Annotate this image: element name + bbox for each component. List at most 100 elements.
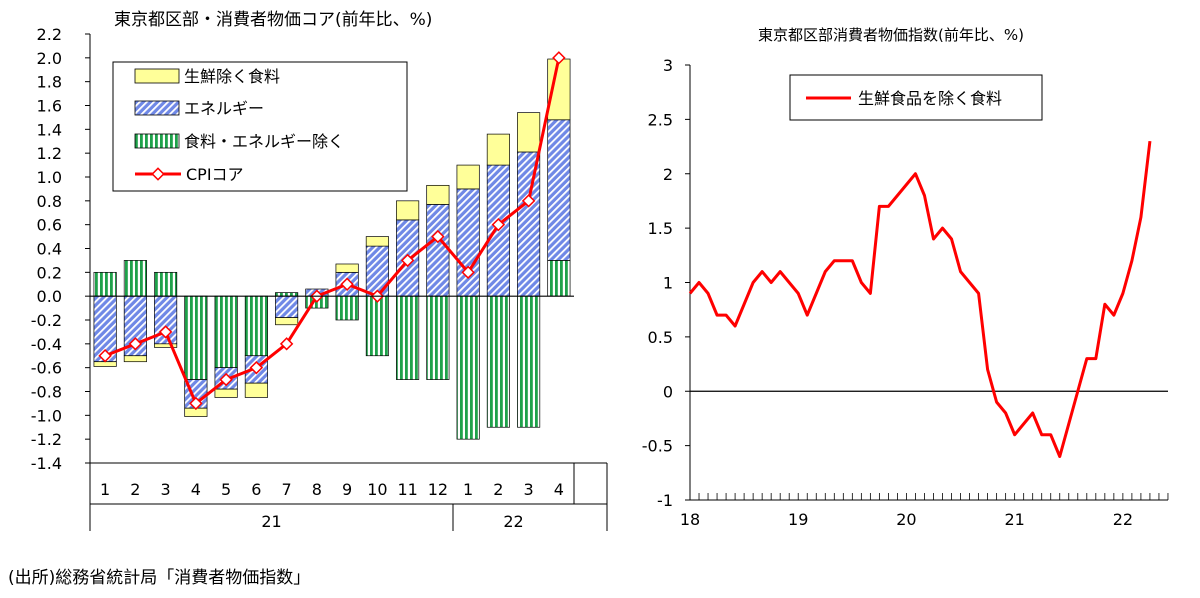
left-x-tick-label: 4 <box>554 480 564 499</box>
legend-label-cpi-core: CPIコア <box>186 165 244 184</box>
bar-energy-fill <box>547 119 571 261</box>
legend-label-energy: エネルギー <box>184 99 264 118</box>
left-x-tick-label: 2 <box>493 480 503 499</box>
bar-fresh-food <box>456 164 480 190</box>
bar-core-core_stripe <box>517 295 541 428</box>
left-y-tick-label: 2.0 <box>37 49 62 68</box>
cpi-core-point <box>279 337 294 351</box>
cpi-core-point <box>431 229 445 244</box>
legend-swatch-energy <box>134 100 180 116</box>
left-x-tick-label: 1 <box>100 480 110 499</box>
left-y-tick-label: -0.4 <box>31 335 62 354</box>
left-x-tick-label: 1 <box>463 480 473 499</box>
left-chart-title: 東京都区部・消費者物価コア(前年比、%) <box>114 10 432 30</box>
cpi-core-point <box>340 277 354 291</box>
cpi-core-point <box>158 325 173 339</box>
legend-swatch-core-core <box>134 133 180 149</box>
left-y-tick-label: 0.6 <box>37 216 62 235</box>
left-y-tick-label: 1.0 <box>37 168 62 187</box>
left-x-tick-label: 7 <box>282 480 292 499</box>
bar-energy-fill <box>275 295 299 318</box>
cpi-core-point <box>400 253 415 268</box>
cpi-core-line <box>104 57 561 405</box>
bar-energy-fill <box>517 151 541 297</box>
left-year-label: 22 <box>503 512 523 531</box>
left-y-tick-label: -1.0 <box>31 406 62 425</box>
bar-core-core_stripe <box>456 295 480 440</box>
left-x-tick-label: 8 <box>312 480 322 499</box>
left-x-tick-label: 11 <box>397 480 417 499</box>
food-ex-fresh-line <box>688 140 1152 458</box>
bar-core-core_stripe <box>93 271 117 297</box>
cpi-core-point <box>521 194 536 208</box>
cpi-core-point <box>461 265 475 280</box>
left-x-tick-label: 3 <box>161 480 171 499</box>
left-x-tick-label: 5 <box>221 480 231 499</box>
left-legend-box <box>112 61 408 192</box>
right-x-tick-label: 22 <box>1113 510 1133 529</box>
left-y-tick-label: -1.4 <box>31 454 62 473</box>
bar-fresh-food <box>486 133 510 166</box>
left-y-tick-label: 0.0 <box>37 287 62 306</box>
cpi-core-point <box>249 360 264 375</box>
left-x-tick-label: 12 <box>428 480 448 499</box>
bar-fresh-food <box>426 184 450 205</box>
left-y-tick-label: -0.6 <box>31 359 62 378</box>
legend-swatch-fresh-food <box>134 68 180 84</box>
right-y-tick-label: 3 <box>663 56 673 75</box>
left-x-tick-label: 2 <box>130 480 140 499</box>
left-x-tick-label: 10 <box>367 480 387 499</box>
bar-core-core_stripe <box>396 295 420 380</box>
right-chart-title: 東京都区部消費者物価指数(前年比、%) <box>758 26 1024 44</box>
right-legend-box <box>789 74 1043 121</box>
right-x-tick-label: 19 <box>788 510 808 529</box>
left-x-tick-label: 3 <box>524 480 534 499</box>
source-note: (出所)総務省統計局「消費者物価指数」 <box>8 568 311 588</box>
left-year-label: 21 <box>261 512 281 531</box>
right-y-tick-label: 2 <box>663 165 673 184</box>
bar-core-core_stripe <box>123 260 147 297</box>
bar-fresh-food <box>396 200 420 221</box>
legend-label-food-ex-fresh: 生鮮食品を除く食料 <box>858 89 1002 108</box>
right-y-tick-label: 0 <box>663 382 673 401</box>
left-y-tick-label: 1.8 <box>37 73 62 92</box>
right-x-tick-label: 21 <box>1004 510 1024 529</box>
bar-core-core_stripe <box>244 295 268 357</box>
right-x-tick-label: 20 <box>896 510 916 529</box>
right-y-tick-label: 0.5 <box>648 328 673 347</box>
cpi-core-point <box>219 372 233 387</box>
cpi-core-point <box>491 217 506 232</box>
left-y-tick-label: 1.2 <box>37 144 62 163</box>
left-x-tick-label: 4 <box>191 480 201 499</box>
left-x-tick-label: 6 <box>251 480 261 499</box>
bar-core-core_stripe <box>214 295 238 369</box>
bar-fresh-food <box>275 317 299 326</box>
left-y-tick-label: 0.8 <box>37 192 62 211</box>
legend-label-core-core: 食料・エネルギー除く <box>184 132 344 151</box>
bar-fresh-food <box>244 382 268 398</box>
legend-label-fresh-food: 生鮮除く食料 <box>184 67 280 86</box>
bar-fresh-food <box>335 263 359 273</box>
left-y-tick-label: 0.4 <box>37 240 62 259</box>
left-y-tick-label: 0.2 <box>37 263 62 282</box>
cpi-core-point <box>98 349 112 363</box>
left-y-tick-label: 2.2 <box>37 25 62 44</box>
left-y-tick-label: -0.2 <box>31 311 62 330</box>
bar-core-core_stripe <box>426 295 450 380</box>
right-y-tick-label: 1.5 <box>648 219 673 238</box>
bar-core-core_stripe <box>365 295 389 357</box>
right-x-tick-label: 18 <box>680 510 700 529</box>
right-y-tick-label: 2.5 <box>648 110 673 129</box>
legend-marker-cpi-core <box>151 167 165 181</box>
bar-core-core_stripe <box>335 295 359 321</box>
cpi-core-point <box>128 337 143 351</box>
bar-energy-fill <box>456 188 480 297</box>
left-x-tick-label: 9 <box>342 480 352 499</box>
bar-core-core_stripe <box>486 295 510 428</box>
right-y-tick-label: -0.5 <box>642 437 673 456</box>
bar-core-core_stripe <box>547 260 571 297</box>
cpi-core-point <box>552 51 566 65</box>
left-y-tick-label: -0.8 <box>31 383 62 402</box>
right-y-tick-label: 1 <box>663 274 673 293</box>
right-y-tick-label: -1 <box>657 491 673 510</box>
